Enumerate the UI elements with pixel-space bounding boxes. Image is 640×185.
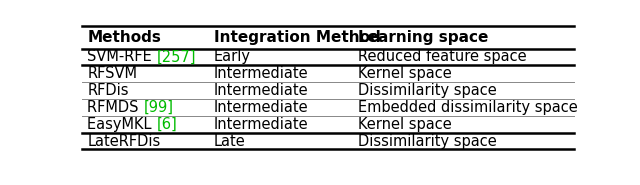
Text: [99]: [99] <box>143 100 173 115</box>
Text: Early: Early <box>214 49 251 64</box>
Text: SVM-RFE: SVM-RFE <box>88 49 157 64</box>
Text: Methods: Methods <box>88 30 161 45</box>
Text: Reduced feature space: Reduced feature space <box>358 49 526 64</box>
Text: Integration Method: Integration Method <box>214 30 381 45</box>
Text: RFMDS: RFMDS <box>88 100 143 115</box>
Text: Embedded dissimilarity space: Embedded dissimilarity space <box>358 100 577 115</box>
Text: [257]: [257] <box>157 49 196 64</box>
Text: Kernel space: Kernel space <box>358 66 451 81</box>
Text: Intermediate: Intermediate <box>214 100 308 115</box>
Text: Intermediate: Intermediate <box>214 66 308 81</box>
Text: [6]: [6] <box>157 117 177 132</box>
Text: Intermediate: Intermediate <box>214 117 308 132</box>
Text: RFSVM: RFSVM <box>88 66 138 81</box>
Text: Intermediate: Intermediate <box>214 83 308 98</box>
Text: Kernel space: Kernel space <box>358 117 451 132</box>
Text: Dissimilarity space: Dissimilarity space <box>358 134 497 149</box>
Text: LateRFDis: LateRFDis <box>88 134 161 149</box>
Text: Late: Late <box>214 134 246 149</box>
Text: Dissimilarity space: Dissimilarity space <box>358 83 497 98</box>
Text: EasyMKL: EasyMKL <box>88 117 157 132</box>
Text: Learning space: Learning space <box>358 30 488 45</box>
Text: RFDis: RFDis <box>88 83 129 98</box>
